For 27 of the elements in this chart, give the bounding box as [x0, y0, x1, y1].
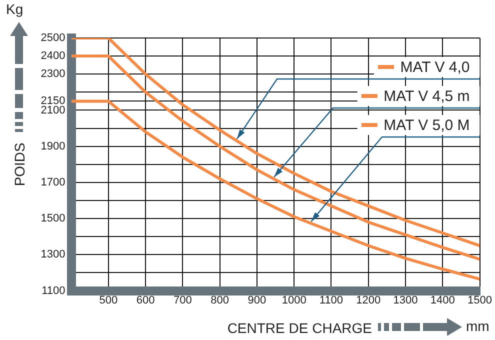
legend-label: MAT V 4,5 m	[384, 88, 470, 105]
x-tick-label: 1500	[468, 294, 492, 306]
y-tick-label: 1500	[40, 212, 66, 225]
y-tick-label: 2400	[40, 50, 66, 62]
legend-label: MAT V 4,0	[400, 59, 470, 76]
x-tick-label: 1200	[356, 294, 381, 306]
x-tick-label: 600	[136, 294, 155, 306]
y-tick-label: 1700	[40, 176, 66, 188]
legend-label: MAT V 5,0 M	[384, 117, 470, 134]
x-tick-label: 500	[99, 294, 118, 306]
x-axis-title: CENTRE DE CHARGE	[227, 320, 372, 336]
x-tick-label: 1300	[393, 294, 418, 306]
x-tick-label: 800	[210, 294, 229, 306]
y-tick-label: 2300	[40, 68, 66, 80]
x-tick-label: 1000	[282, 294, 306, 306]
text: Kg	[6, 1, 24, 17]
y-tick-label: 2100	[40, 104, 66, 116]
x-tick-label: 700	[174, 294, 192, 306]
x-tick-label: 1100	[319, 294, 344, 306]
y-axis-title: POIDS	[11, 142, 28, 186]
y-tick-label: 1300	[40, 248, 66, 261]
y-tick-label: 1100	[42, 284, 66, 297]
x-tick-label: 1400	[430, 294, 455, 306]
y-tick-label: 2500	[40, 32, 66, 44]
x-tick-label: 900	[248, 294, 266, 306]
y-tick-label: 1900	[40, 140, 66, 152]
text: mm	[466, 318, 490, 334]
